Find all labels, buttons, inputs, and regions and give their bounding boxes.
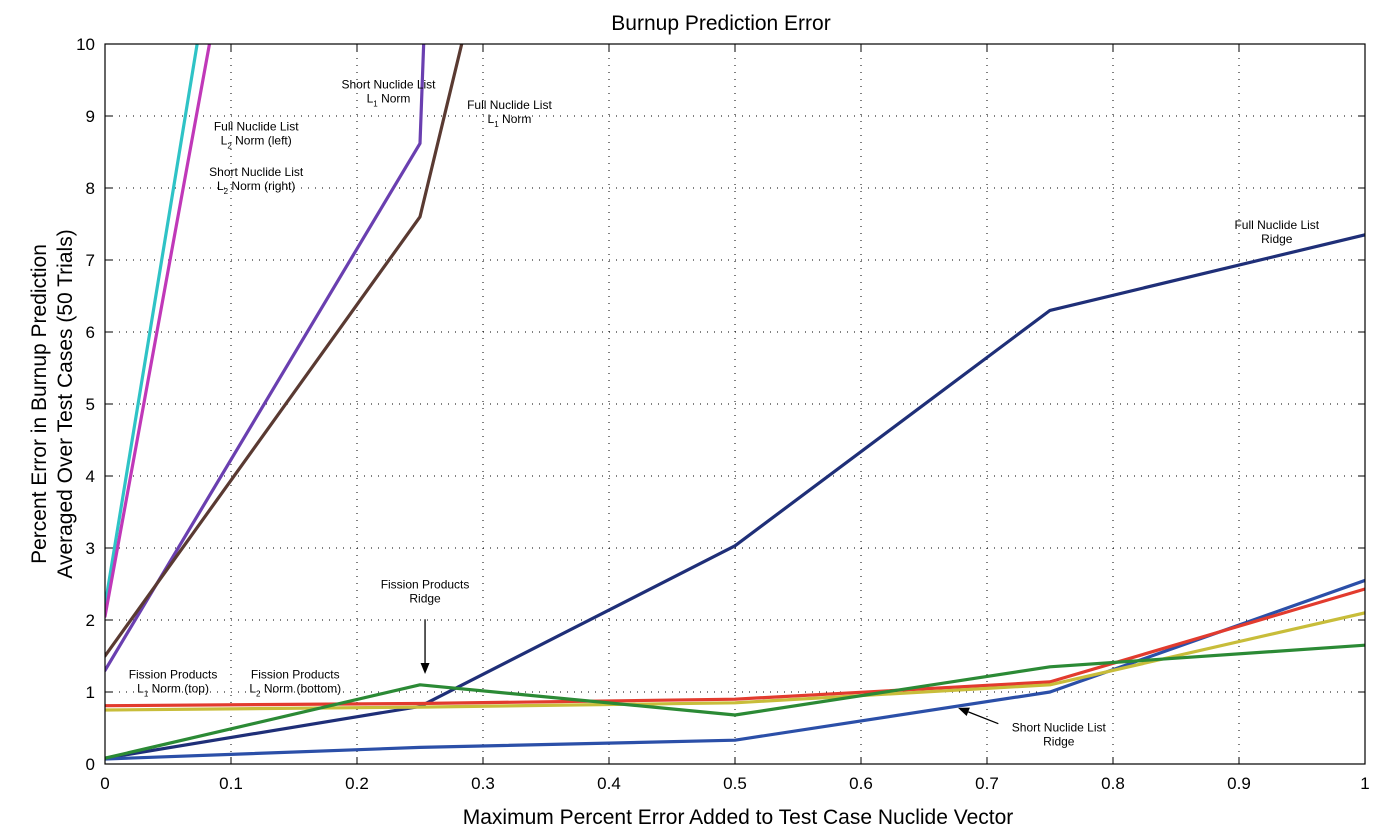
y-tick-label: 2 <box>86 611 95 630</box>
y-tick-label: 7 <box>86 251 95 270</box>
series-line-1 <box>105 44 199 608</box>
series-line-2 <box>105 44 212 619</box>
annotation-line: Fission Products <box>251 667 340 681</box>
arrows <box>420 619 999 725</box>
annotation-line: Ridge <box>409 591 441 605</box>
annotation-line: Ridge <box>1261 232 1293 246</box>
annotation-line: Short Nuclide List <box>341 78 436 92</box>
annotation-line: L2 Norm (left) <box>221 133 292 150</box>
annotation-line: L1 Norm <box>367 92 411 109</box>
y-tick-label: 1 <box>86 683 95 702</box>
x-tick-label: 0.9 <box>1227 774 1251 793</box>
y-tick-label: 6 <box>86 323 95 342</box>
annotation-line: L1 Norm (top) <box>137 681 209 698</box>
grid <box>105 44 1365 764</box>
x-tick-label: 0.7 <box>975 774 999 793</box>
series-layer <box>105 44 1365 761</box>
y-tick-label: 0 <box>86 755 95 774</box>
ticks: 0 0.1 0.2 0.3 0.4 0.5 0.6 0.7 0.8 0.9 101234567891… <box>76 35 1370 793</box>
x-tick-label: 0.8 <box>1101 774 1125 793</box>
x-tick-label: 0.4 <box>597 774 621 793</box>
annotation-line: Full Nuclide List <box>467 98 552 112</box>
annotation-line: Short Nuclide List <box>209 165 304 179</box>
annotation-line: L2 Norm (bottom) <box>249 681 341 698</box>
x-axis-title: Maximum Percent Error Added to Test Case… <box>463 806 1014 829</box>
annotation-line: Full Nuclide List <box>214 119 299 133</box>
series-line-7 <box>105 587 1365 708</box>
y-axis-title-line-1: Percent Error in Burnup Prediction <box>28 244 51 564</box>
y-axis-title-line-2: Averaged Over Test Cases (50 Trials) <box>54 229 77 578</box>
y-tick-label: 5 <box>86 395 95 414</box>
arrow-head <box>420 663 430 674</box>
arrow-shaft <box>968 711 999 725</box>
x-tick-label: 1 <box>1360 774 1369 793</box>
y-tick-label: 10 <box>76 35 95 54</box>
series-line-9 <box>105 643 1365 760</box>
annotation-line: Fission Products <box>129 667 218 681</box>
annotation-line: Short Nuclide List <box>1012 721 1107 735</box>
x-tick-label: 0 <box>100 774 109 793</box>
x-tick-label: 0.6 <box>849 774 873 793</box>
annotation-line: Fission Products <box>381 577 470 591</box>
y-tick-label: 4 <box>86 467 95 486</box>
x-tick-label: 0.3 <box>471 774 495 793</box>
annotation-line: Ridge <box>1043 735 1075 749</box>
arrow-1 <box>420 619 430 674</box>
arrow-head <box>958 707 970 717</box>
annotation-line: Full Nuclide List <box>1234 218 1319 232</box>
x-tick-label: 0.5 <box>723 774 747 793</box>
annotation-line: L1 Norm <box>488 112 532 129</box>
series-line-3 <box>105 44 426 673</box>
x-tick-label: 0.2 <box>345 774 369 793</box>
y-tick-label: 8 <box>86 179 95 198</box>
y-tick-label: 9 <box>86 107 95 126</box>
series-line-6 <box>105 578 1365 761</box>
x-tick-label: 0.1 <box>219 774 243 793</box>
chart-title: Burnup Prediction Error <box>611 12 830 35</box>
annotation-line: L2 Norm (right) <box>217 179 295 196</box>
series-line-4 <box>105 44 464 658</box>
series-line-5 <box>105 233 1365 760</box>
y-tick-label: 3 <box>86 539 95 558</box>
arrow-2 <box>958 707 999 725</box>
